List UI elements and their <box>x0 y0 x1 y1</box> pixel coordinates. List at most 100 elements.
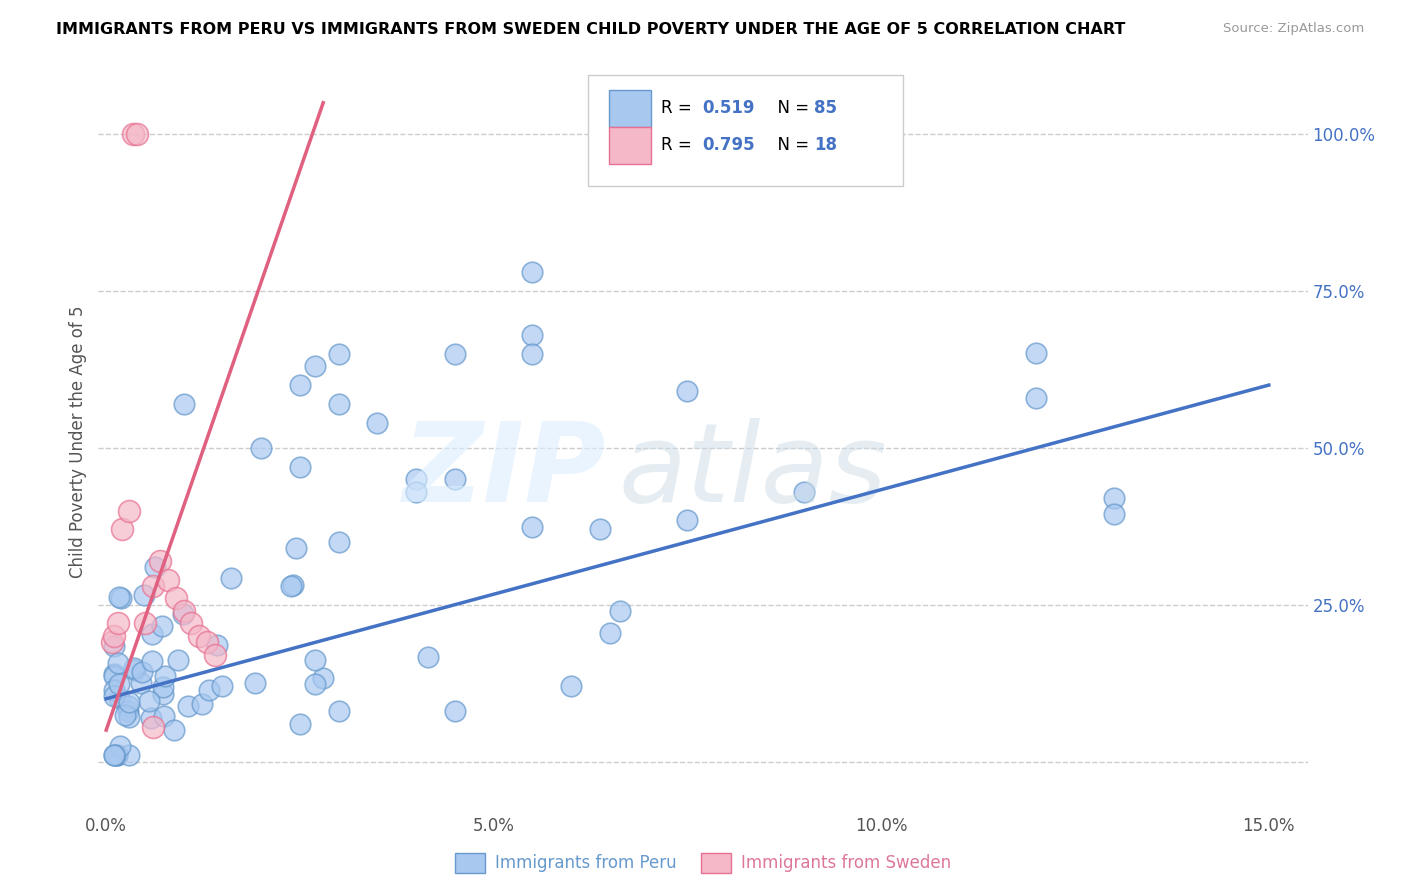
Point <box>304 676 326 690</box>
Point <box>103 748 125 763</box>
Point <box>141 654 163 668</box>
Point <box>114 708 136 723</box>
Point <box>243 676 266 690</box>
Point <box>103 683 125 698</box>
Point <box>103 639 125 653</box>
Text: N =: N = <box>768 99 814 118</box>
Text: R =: R = <box>661 136 697 154</box>
Point <box>166 653 188 667</box>
Point <box>118 748 141 763</box>
Point <box>676 384 699 399</box>
Point <box>122 127 145 141</box>
Point <box>124 663 146 677</box>
Point <box>107 616 129 631</box>
Point <box>195 635 218 649</box>
Point <box>152 687 174 701</box>
Point <box>152 680 174 694</box>
Point <box>304 653 326 667</box>
Point <box>250 441 273 455</box>
Point <box>197 683 219 698</box>
Point <box>139 710 162 724</box>
Point <box>444 704 467 718</box>
Point <box>118 710 141 724</box>
Point <box>793 484 815 499</box>
Point <box>522 327 544 342</box>
Point <box>110 591 132 606</box>
Point <box>117 705 139 719</box>
FancyBboxPatch shape <box>609 127 651 164</box>
Point <box>103 689 125 703</box>
Point <box>107 590 129 604</box>
Text: R =: R = <box>661 99 697 118</box>
Point <box>103 748 125 763</box>
Point <box>150 618 173 632</box>
Point <box>103 669 125 683</box>
Point <box>127 127 149 141</box>
Point <box>328 535 350 549</box>
Point <box>165 591 187 606</box>
Point <box>284 541 307 555</box>
Point <box>111 522 134 536</box>
Text: IMMIGRANTS FROM PERU VS IMMIGRANTS FROM SWEDEN CHILD POVERTY UNDER THE AGE OF 5 : IMMIGRANTS FROM PERU VS IMMIGRANTS FROM … <box>56 22 1126 37</box>
Point <box>117 699 139 714</box>
Point <box>177 698 200 713</box>
Point <box>280 579 302 593</box>
Point <box>105 748 128 763</box>
Point <box>522 265 544 279</box>
Point <box>328 397 350 411</box>
Point <box>560 679 582 693</box>
Point <box>141 627 163 641</box>
Point <box>1102 507 1125 521</box>
Point <box>405 484 427 499</box>
Point <box>104 748 127 763</box>
Point <box>172 607 194 622</box>
Point <box>157 573 180 587</box>
Y-axis label: Child Poverty Under the Age of 5: Child Poverty Under the Age of 5 <box>69 305 87 578</box>
Text: Source: ZipAtlas.com: Source: ZipAtlas.com <box>1223 22 1364 36</box>
Point <box>190 698 212 712</box>
Point <box>288 459 311 474</box>
Point <box>153 708 176 723</box>
Point <box>124 661 146 675</box>
Point <box>129 676 152 690</box>
Point <box>131 665 153 680</box>
Point <box>153 669 176 683</box>
Point <box>522 520 544 534</box>
Text: 18: 18 <box>814 136 837 154</box>
Point <box>328 347 350 361</box>
Point <box>103 629 125 643</box>
Point <box>304 359 326 374</box>
Point <box>118 695 141 709</box>
Point <box>416 649 439 664</box>
Point <box>107 657 129 671</box>
Point <box>366 416 388 430</box>
Point <box>188 629 211 643</box>
Point <box>108 739 131 753</box>
Point <box>149 554 172 568</box>
Point <box>142 579 165 593</box>
Point <box>108 677 131 691</box>
Text: ZIP: ZIP <box>402 417 606 524</box>
Point <box>107 690 129 705</box>
Point <box>1025 346 1047 360</box>
Point <box>288 378 311 392</box>
Point <box>1025 391 1047 405</box>
Point <box>444 347 467 361</box>
Point <box>405 472 427 486</box>
Point <box>211 679 233 693</box>
Point <box>281 577 304 591</box>
Text: atlas: atlas <box>619 417 887 524</box>
Point <box>138 694 160 708</box>
Point <box>328 704 350 718</box>
Point <box>288 717 311 731</box>
Point <box>142 720 165 734</box>
Text: 0.519: 0.519 <box>702 99 754 118</box>
Point <box>173 397 195 411</box>
Point <box>522 347 544 361</box>
Legend: Immigrants from Peru, Immigrants from Sweden: Immigrants from Peru, Immigrants from Sw… <box>449 847 957 880</box>
Point <box>180 616 202 631</box>
Point <box>143 559 166 574</box>
Text: 0.795: 0.795 <box>702 136 755 154</box>
Point <box>134 616 156 631</box>
Point <box>118 503 141 517</box>
